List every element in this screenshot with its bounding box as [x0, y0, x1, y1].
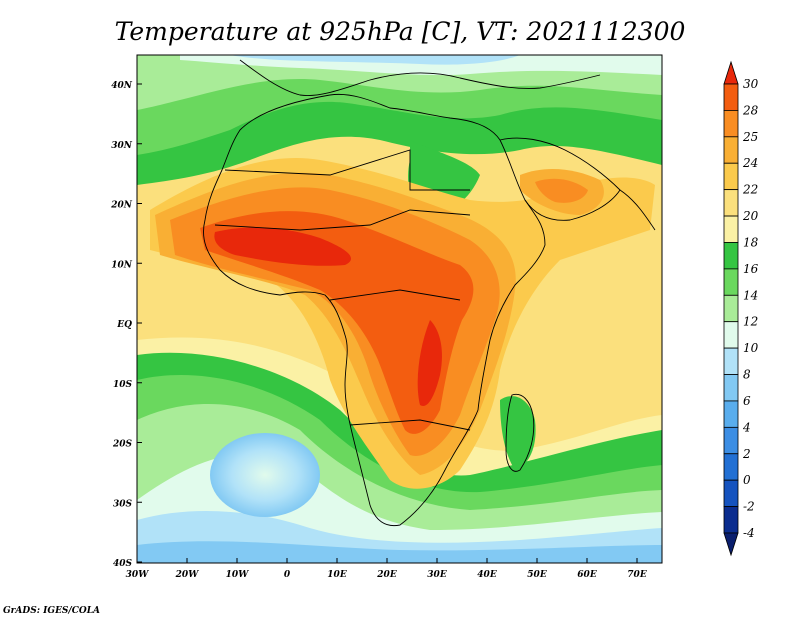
field-warm-30-east — [417, 320, 442, 406]
colorbar-label: 30 — [743, 77, 759, 91]
colorbar-segment — [723, 268, 739, 296]
colorbar-segment — [723, 506, 739, 534]
madagascar-coastline — [505, 393, 535, 472]
border-sahara — [224, 149, 470, 191]
lat-label: 20N — [110, 201, 133, 211]
lat-label: 10N — [111, 260, 133, 270]
colorbar-bottom-arrow — [723, 532, 739, 557]
coastlines — [203, 59, 656, 527]
colorbar-label: 12 — [743, 315, 758, 329]
arabia-coastline — [499, 137, 621, 221]
lon-label: 0 — [284, 570, 291, 580]
colorbar-label: 4 — [742, 420, 751, 434]
colorbar-segment — [723, 215, 739, 243]
colorbar-label: 6 — [743, 394, 751, 408]
colorbar-label: 2 — [742, 447, 751, 461]
lon-label: 70E — [627, 570, 647, 580]
field-cape-cold-pool — [210, 433, 320, 517]
lon-label: 60E — [577, 570, 597, 580]
field-south-6 — [137, 541, 662, 563]
colorbar-top-arrow — [723, 60, 739, 85]
colorbar-segment — [723, 110, 739, 138]
colorbar-segment — [723, 136, 739, 164]
colorbar-label: 8 — [743, 368, 751, 382]
field-north-8 — [230, 55, 520, 65]
colorbar-label: 18 — [743, 235, 759, 249]
europe-coastline — [239, 59, 601, 96]
colorbar-segment — [723, 374, 739, 402]
colorbar-label: 25 — [742, 130, 758, 144]
lon-label: 30E — [427, 570, 447, 580]
longitude-axis: 30W 20W 10W 0 10E 20E 30E 40E 50E 60E 70E — [126, 558, 647, 580]
credit-label: GrADS: IGES/COLA — [3, 606, 100, 616]
border-sahel — [214, 209, 471, 231]
lon-label: 10W — [226, 570, 250, 580]
colorbar-segment — [723, 426, 739, 455]
map-frame — [136, 54, 663, 564]
colorbar-segment — [723, 479, 739, 507]
africa-coastline — [203, 93, 546, 527]
lon-label: 50E — [527, 570, 547, 580]
lat-label: 30N — [111, 141, 133, 151]
lat-label: 40N — [111, 81, 133, 91]
colorbar-label: 20 — [742, 209, 759, 223]
colorbar-label: 10 — [743, 341, 759, 355]
india-coastline — [619, 189, 656, 231]
border-central — [329, 289, 461, 301]
lat-label: 40S — [113, 559, 133, 569]
field-warm-30 — [214, 227, 351, 266]
colorbar-segment — [723, 162, 739, 191]
map-title: Temperature at 925hPa [C], VT: 202111230… — [115, 17, 686, 46]
temperature-field — [137, 55, 662, 563]
colorbar-label: -2 — [743, 500, 755, 514]
border-southern — [349, 419, 471, 431]
colorbar-label: 22 — [742, 183, 758, 197]
colorbar-label: 28 — [742, 103, 759, 117]
latitude-axis: 40N 30N 20N 10N EQ 10S 20S 30S 40S — [110, 81, 142, 569]
colorbar-segment — [723, 189, 739, 217]
field-warm-28 — [200, 211, 474, 434]
colorbar-segment — [723, 321, 739, 349]
colorbar-label: 16 — [743, 262, 759, 276]
colorbar-label: 24 — [742, 156, 758, 170]
colorbar-segment — [723, 400, 739, 428]
colorbar-segment — [723, 453, 739, 481]
lat-label: 30S — [113, 499, 133, 509]
colorbar-segment — [723, 83, 739, 111]
colorbar-segment — [723, 347, 739, 375]
lat-label: 20S — [112, 440, 133, 450]
colorbar-label: -4 — [743, 526, 755, 540]
field-arabia-25 — [535, 178, 588, 203]
lon-label: 40E — [477, 570, 497, 580]
colorbar-label: 0 — [743, 473, 751, 487]
lat-label: 10S — [113, 380, 133, 390]
lat-label: EQ — [116, 320, 132, 330]
lon-label: 30W — [126, 570, 150, 580]
colorbar-segment — [723, 294, 739, 323]
lon-label: 20E — [376, 570, 397, 580]
lon-label: 10E — [327, 570, 347, 580]
colorbar-segment — [723, 242, 739, 270]
colorbar-label: 14 — [743, 288, 758, 302]
field-madagascar-16 — [500, 396, 536, 470]
lon-label: 20W — [175, 570, 200, 580]
